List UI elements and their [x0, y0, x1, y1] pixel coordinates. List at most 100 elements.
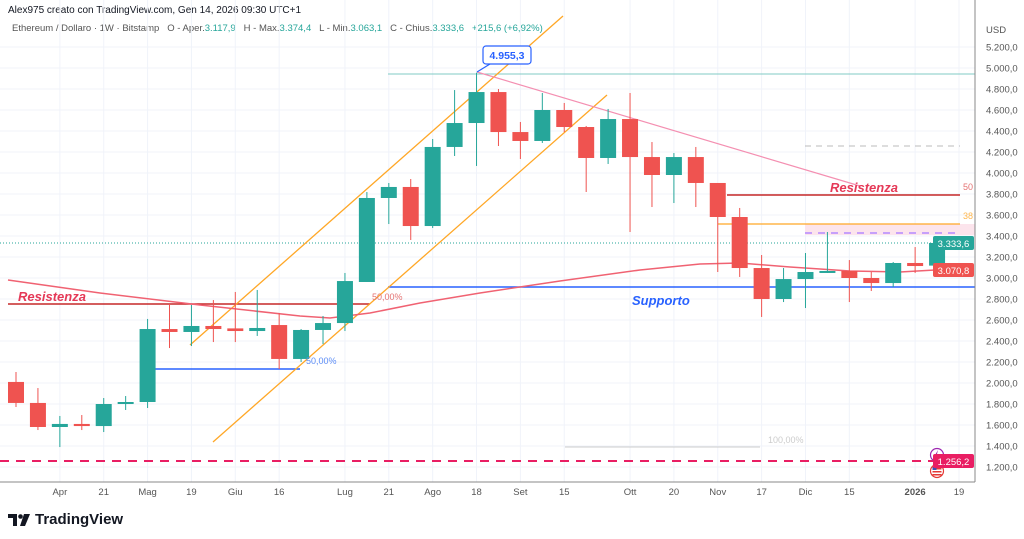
symbol-name[interactable]: Ethereum / Dollaro · 1W · Bitstamp — [12, 23, 160, 34]
time-tick-label: 21 — [384, 487, 395, 498]
time-tick-label: Ago — [424, 487, 441, 498]
candle-down[interactable] — [8, 371, 24, 408]
badge-ma-text: 3.070,8 — [938, 266, 970, 277]
candle-down[interactable] — [709, 182, 726, 273]
candle-down[interactable] — [907, 247, 924, 273]
candle-up[interactable] — [249, 289, 266, 336]
candle-body — [293, 329, 310, 359]
candle-down[interactable] — [402, 178, 419, 240]
candle-down[interactable] — [753, 255, 770, 317]
candle-body — [556, 110, 573, 128]
candle-down[interactable] — [271, 312, 288, 370]
candle-body — [468, 92, 485, 124]
open-label: O - Aper. — [167, 23, 205, 34]
badge-last-price: 3.333,6 — [933, 236, 974, 250]
candle-up[interactable] — [95, 398, 112, 433]
candle-up[interactable] — [600, 108, 617, 164]
price-tick-label: 1.200,0 — [986, 463, 1018, 474]
price-tick-label: 3.800,0 — [986, 190, 1018, 201]
time-tick-label: 19 — [186, 487, 197, 498]
candle-up[interactable] — [117, 396, 134, 410]
candle-down[interactable] — [578, 125, 595, 193]
candle-body — [775, 279, 792, 299]
candle-down[interactable] — [731, 207, 748, 277]
price-tick-label: 4.400,0 — [986, 127, 1018, 138]
candle-down[interactable] — [29, 388, 46, 431]
candle-down[interactable] — [512, 121, 529, 160]
time-tick-label: 19 — [954, 487, 965, 498]
fib-50-blue-label: 50,00% — [306, 356, 337, 366]
time-tick-label: 2026 — [905, 487, 926, 498]
tradingview-logo[interactable]: TradingView — [8, 511, 123, 528]
fib-50-left-label: 50,00% — [372, 292, 403, 302]
candle-body — [446, 123, 463, 147]
candle-down[interactable] — [556, 102, 573, 133]
time-tick-label: Nov — [709, 487, 726, 498]
time-tick-label: 21 — [98, 487, 109, 498]
candle-up[interactable] — [358, 192, 375, 282]
candle-body — [687, 157, 704, 183]
candle-body — [709, 182, 726, 217]
time-tick-label: 20 — [669, 487, 680, 498]
time-tick-label: Dic — [799, 487, 813, 498]
candle-down[interactable] — [863, 272, 880, 292]
candle-up[interactable] — [446, 90, 463, 156]
candle-up[interactable] — [380, 182, 397, 225]
time-axis[interactable]: Apr 21 Mag 19 Giu 16 Lug 21 Ago 18 Set 15 Ott 20 Nov 17… — [52, 487, 964, 498]
candle-body — [490, 92, 507, 133]
candle-down[interactable] — [161, 304, 178, 349]
candle-down[interactable] — [227, 291, 244, 343]
candle-body — [205, 325, 222, 330]
candle-up[interactable] — [797, 253, 814, 309]
peak-callout-text: 4.955,3 — [489, 50, 524, 62]
candle-down[interactable] — [622, 92, 639, 233]
candle-up[interactable] — [775, 268, 792, 303]
candle-down[interactable] — [687, 146, 704, 208]
price-tick-label: 2.200,0 — [986, 358, 1018, 369]
close-value: 3.333,6 — [432, 23, 465, 34]
price-tick-label: 2.600,0 — [986, 316, 1018, 327]
candle-body — [117, 402, 134, 405]
candle-down[interactable] — [73, 415, 90, 431]
candle-up[interactable] — [139, 318, 156, 408]
tradingview-logo-icon — [8, 513, 30, 526]
candle-up[interactable] — [315, 316, 332, 345]
candle-up[interactable] — [534, 92, 551, 143]
candle-up[interactable] — [665, 153, 682, 204]
badge-last-price-text: 3.333,6 — [938, 239, 970, 250]
price-tick-label: 1.400,0 — [986, 442, 1018, 453]
candle-body — [73, 423, 90, 427]
time-tick-label: Apr — [52, 487, 67, 498]
low-value: 3.063,1 — [350, 23, 383, 34]
candle-up[interactable] — [51, 415, 68, 448]
candle-body — [95, 404, 112, 427]
candle-body — [336, 281, 353, 324]
peak-callout[interactable]: 4.955,3 — [476, 45, 532, 73]
candle-down[interactable] — [490, 89, 507, 147]
candle-up[interactable] — [183, 304, 200, 347]
candle-down[interactable] — [205, 300, 222, 343]
badge-ma-value: 3.070,8 — [933, 263, 974, 277]
price-tick-label: 5.000,0 — [986, 64, 1018, 75]
candle-up[interactable] — [293, 329, 310, 362]
candle-up[interactable] — [424, 138, 441, 229]
price-axis[interactable]: 5.200,0 5.000,0 4.800,0 4.600,0 4.400,0 4.200… — [986, 43, 1018, 474]
candle-down[interactable] — [841, 260, 858, 303]
candle-up[interactable] — [885, 262, 902, 288]
candle-body — [622, 119, 639, 158]
axes: USD 5.200,0 5.000,0 4.800,0 4.600,0 4.400,0 4… — [0, 0, 1018, 498]
resistance-left-label: Resistenza — [18, 289, 86, 304]
candle-up[interactable] — [819, 232, 836, 273]
candle-body — [512, 132, 529, 141]
candle-up[interactable] — [468, 72, 485, 166]
fib-50-right-label: 50 — [963, 182, 973, 192]
candle-down[interactable] — [643, 142, 660, 208]
candle-body — [271, 325, 288, 359]
drawings — [0, 15, 975, 462]
candle-body — [578, 127, 595, 158]
grid — [0, 0, 975, 482]
candle-up[interactable] — [336, 272, 353, 332]
candle-body — [534, 110, 551, 141]
price-tick-label: 4.800,0 — [986, 85, 1018, 96]
